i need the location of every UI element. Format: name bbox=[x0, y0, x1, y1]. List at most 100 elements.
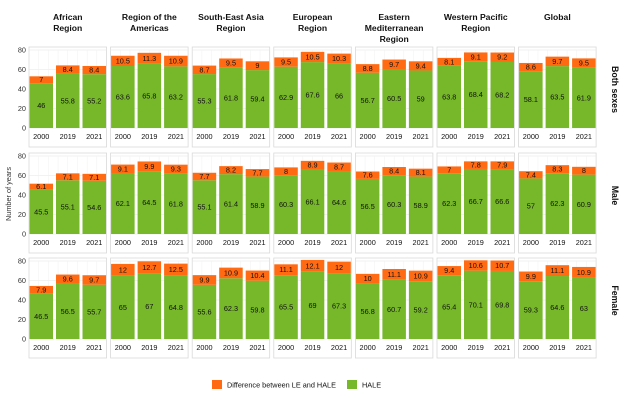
hale-bar bbox=[490, 169, 514, 234]
diff-value-label: 7.9 bbox=[36, 285, 46, 294]
diff-bar bbox=[82, 173, 106, 181]
panel: 55.6 9.9 2000 62.3 10.9 2019 59.8 10.4 2021 bbox=[191, 257, 271, 359]
x-tick-label: 2019 bbox=[141, 238, 157, 247]
region-title-2-line-0: South-East Asia bbox=[198, 12, 264, 22]
diff-value-label: 12.7 bbox=[142, 263, 156, 272]
diff-value-label: 8.1 bbox=[416, 168, 426, 177]
hale-bar bbox=[137, 63, 162, 128]
hale-bar bbox=[572, 174, 596, 234]
hale-bar bbox=[300, 271, 325, 339]
panel: 46 7 2000 55.8 8.4 2019 55.2 8.4 2021 bbox=[28, 46, 107, 148]
diff-bar bbox=[164, 263, 188, 276]
diff-value-label: 11.1 bbox=[279, 265, 293, 274]
diff-bar bbox=[192, 275, 217, 285]
diff-bar bbox=[300, 259, 325, 272]
x-tick-label: 2000 bbox=[360, 238, 376, 247]
y-tick-label: 0 bbox=[22, 124, 26, 133]
diff-bar bbox=[519, 271, 543, 282]
hale-value-label: 64.6 bbox=[332, 198, 346, 207]
diff-value-label: 8 bbox=[582, 166, 586, 175]
diff-bar bbox=[327, 261, 351, 274]
hale-value-label: 62.1 bbox=[116, 199, 130, 208]
hale-value-label: 55.1 bbox=[61, 203, 75, 212]
x-tick-label: 2019 bbox=[223, 238, 239, 247]
x-tick-label: 2019 bbox=[386, 343, 402, 352]
hale-bar bbox=[274, 275, 298, 339]
x-tick-label: 2000 bbox=[196, 238, 212, 247]
region-title-5-line-1: Region bbox=[461, 23, 490, 33]
hale-bar bbox=[111, 65, 135, 128]
hale-value-label: 55.3 bbox=[197, 97, 211, 106]
hale-value-label: 59.4 bbox=[250, 95, 264, 104]
diff-bar bbox=[437, 166, 461, 174]
x-tick-label: 2019 bbox=[304, 343, 320, 352]
diff-bar bbox=[56, 65, 80, 74]
diff-value-label: 10 bbox=[364, 274, 372, 283]
hale-bar bbox=[56, 283, 80, 339]
panel: 56.8 10 2000 60.7 11.1 2019 59.2 10.9 2021 bbox=[354, 257, 434, 359]
panel: 45.5 6.1 2000 55.1 7.1 2019 54.6 7.1 2021 bbox=[28, 152, 107, 254]
diff-bar bbox=[219, 58, 243, 68]
y-tick-label: 0 bbox=[22, 335, 26, 344]
diff-value-label: 7.9 bbox=[497, 161, 507, 170]
hale-value-label: 56.7 bbox=[361, 96, 375, 105]
diff-value-label: 12 bbox=[119, 265, 127, 274]
diff-value-label: 7.7 bbox=[252, 168, 262, 177]
hale-bar bbox=[519, 71, 543, 128]
diff-bar bbox=[572, 58, 596, 68]
diff-value-label: 10.9 bbox=[169, 57, 183, 66]
x-tick-label: 2021 bbox=[86, 132, 102, 141]
x-tick-label: 2021 bbox=[249, 343, 265, 352]
x-tick-label: 2021 bbox=[494, 132, 510, 141]
x-tick-label: 2000 bbox=[360, 343, 376, 352]
diff-value-label: 9.7 bbox=[552, 57, 562, 66]
hale-value-label: 66.1 bbox=[305, 197, 319, 206]
row-label-0: Both sexes bbox=[610, 66, 620, 113]
diff-value-label: 8.2 bbox=[226, 166, 236, 175]
hale-bar bbox=[327, 273, 351, 339]
diff-bar bbox=[137, 161, 162, 172]
x-tick-label: 2019 bbox=[468, 238, 484, 247]
hale-bar bbox=[519, 178, 543, 234]
hale-value-label: 68.2 bbox=[495, 90, 509, 99]
hale-bar bbox=[355, 72, 380, 128]
diff-value-label: 9.3 bbox=[171, 165, 181, 174]
x-tick-label: 2021 bbox=[331, 343, 347, 352]
y-tick-label: 20 bbox=[18, 315, 26, 324]
diff-value-label: 9.5 bbox=[579, 59, 589, 68]
y-tick-label: 0 bbox=[22, 230, 26, 239]
diff-bar bbox=[274, 57, 298, 67]
hale-value-label: 62.3 bbox=[442, 199, 456, 208]
diff-value-label: 9 bbox=[255, 61, 259, 70]
hale-value-label: 59 bbox=[417, 95, 425, 104]
legend-swatch-hale bbox=[347, 380, 357, 389]
panel: 62.1 9.1 2000 64.5 9.9 2019 61.8 9.3 2021 bbox=[110, 152, 189, 254]
x-tick-label: 2019 bbox=[304, 238, 320, 247]
region-title-5-line-0: Western Pacific bbox=[444, 12, 508, 22]
diff-value-label: 8.3 bbox=[552, 165, 562, 174]
x-tick-label: 2019 bbox=[549, 132, 565, 141]
hale-bar bbox=[245, 70, 270, 128]
hale-value-label: 60.3 bbox=[279, 200, 293, 209]
diff-bar bbox=[300, 51, 325, 63]
hale-bar bbox=[300, 62, 325, 129]
row-label-2: Female bbox=[610, 285, 620, 315]
x-tick-label: 2019 bbox=[549, 343, 565, 352]
hale-bar bbox=[464, 168, 488, 234]
diff-bar bbox=[82, 65, 106, 75]
panel: 63.8 8.1 2000 68.4 9.1 2019 68.2 9.2 2021 bbox=[436, 46, 515, 148]
y-tick-label: 80 bbox=[18, 46, 26, 55]
hale-value-label: 61.8 bbox=[169, 199, 183, 208]
x-tick-label: 2000 bbox=[441, 343, 457, 352]
diff-value-label: 7 bbox=[39, 75, 43, 84]
diff-value-label: 10.9 bbox=[414, 271, 428, 280]
diff-bar bbox=[490, 260, 514, 271]
hale-value-label: 67.6 bbox=[305, 91, 319, 100]
diff-value-label: 11.3 bbox=[143, 54, 157, 63]
legend-swatch-diff bbox=[212, 380, 222, 389]
hale-bar bbox=[464, 270, 488, 339]
hale-value-label: 59.8 bbox=[250, 305, 264, 314]
diff-value-label: 8.9 bbox=[307, 161, 317, 170]
hale-value-label: 68.4 bbox=[469, 90, 483, 99]
diff-value-label: 10.9 bbox=[577, 268, 591, 277]
